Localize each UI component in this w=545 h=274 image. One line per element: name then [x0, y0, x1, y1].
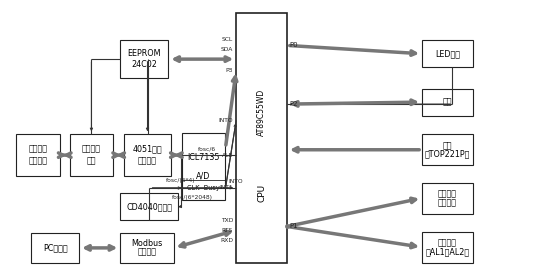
- Text: （AL1，AL2）: （AL1，AL2）: [425, 247, 469, 256]
- Text: CPU: CPU: [257, 184, 266, 202]
- Bar: [181, 133, 226, 200]
- Text: RTS: RTS: [222, 228, 233, 233]
- Text: 电路: 电路: [87, 156, 96, 165]
- Text: 报警模块: 报警模块: [438, 238, 457, 247]
- Text: 信号处理: 信号处理: [82, 145, 101, 154]
- Text: 选择开关: 选择开关: [138, 156, 157, 165]
- Bar: [422, 89, 473, 116]
- Text: （TOP221P）: （TOP221P）: [425, 150, 470, 159]
- Text: （可选）: （可选）: [28, 156, 47, 165]
- Text: INTO: INTO: [228, 179, 243, 184]
- Bar: [422, 134, 473, 165]
- Bar: [124, 134, 171, 176]
- Text: ICL7135: ICL7135: [187, 153, 220, 162]
- Bar: [422, 232, 473, 263]
- Text: P2: P2: [289, 101, 298, 107]
- Text: fosc/(6*4): fosc/(6*4): [166, 178, 196, 183]
- Text: 键盘: 键盘: [443, 98, 452, 107]
- Text: 4051多路: 4051多路: [133, 145, 162, 154]
- Text: TXD: TXD: [221, 218, 233, 223]
- Text: P1: P1: [289, 224, 298, 229]
- Text: 输入模块: 输入模块: [28, 145, 47, 154]
- Text: PC上位机: PC上位机: [43, 243, 68, 252]
- Text: Modbus: Modbus: [131, 239, 162, 248]
- Text: A/D: A/D: [196, 172, 211, 181]
- Bar: [422, 40, 473, 67]
- Text: SDA: SDA: [221, 47, 233, 52]
- Text: 输出模块: 输出模块: [438, 189, 457, 198]
- Bar: [120, 233, 174, 263]
- Bar: [120, 40, 168, 78]
- Text: CLK  Busy: CLK Busy: [187, 185, 220, 191]
- Text: RXD: RXD: [220, 238, 233, 243]
- Text: 电源: 电源: [443, 141, 452, 150]
- Bar: [236, 13, 287, 263]
- Text: AT89C55WD: AT89C55WD: [257, 89, 266, 136]
- Text: SCL: SCL: [222, 37, 233, 42]
- Text: P3: P3: [226, 68, 233, 73]
- Text: INTO: INTO: [219, 118, 233, 123]
- Text: P0: P0: [289, 42, 298, 48]
- Bar: [120, 193, 178, 220]
- Text: （可选）: （可选）: [438, 198, 457, 207]
- Bar: [16, 134, 60, 176]
- Bar: [422, 183, 473, 213]
- Text: ALE: ALE: [222, 153, 233, 158]
- Text: EEPROM: EEPROM: [128, 49, 161, 58]
- Text: INT1: INT1: [219, 185, 233, 190]
- Text: 通信模块: 通信模块: [137, 247, 156, 256]
- Bar: [31, 233, 79, 263]
- Text: LED显示: LED显示: [435, 49, 460, 58]
- Text: fosc/6: fosc/6: [198, 146, 216, 151]
- Bar: [70, 134, 113, 176]
- Text: fosc/(6*2048): fosc/(6*2048): [172, 195, 213, 200]
- Text: 24C02: 24C02: [131, 60, 158, 69]
- Text: CD4040分频器: CD4040分频器: [126, 202, 172, 211]
